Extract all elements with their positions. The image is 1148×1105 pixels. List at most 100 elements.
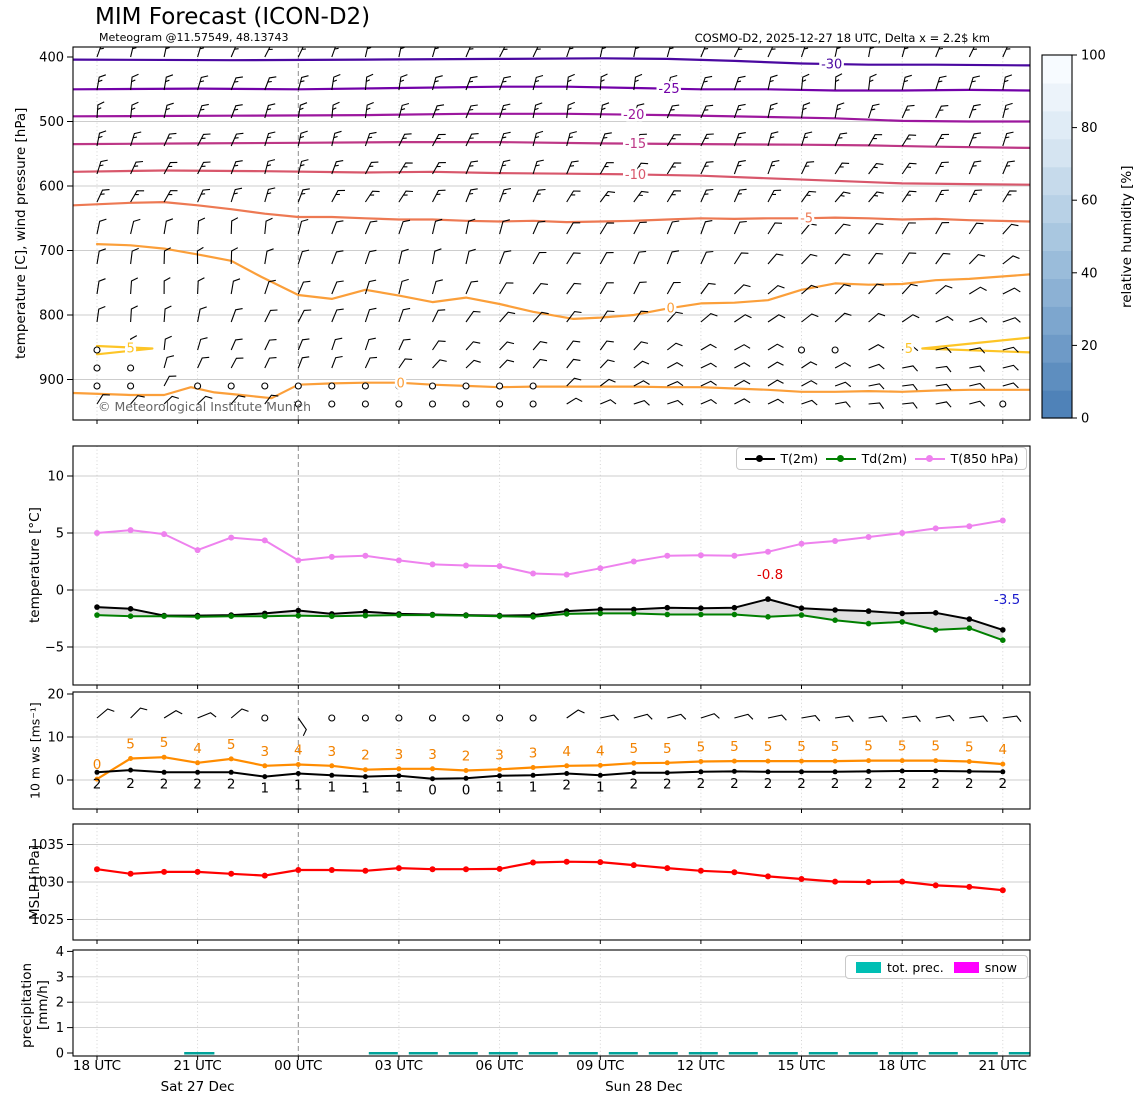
wind-barb-icon bbox=[398, 248, 409, 265]
wind-barb-icon bbox=[566, 340, 581, 351]
wind-speed-value-label: 2 bbox=[93, 776, 102, 792]
wind-barb-icon bbox=[935, 161, 949, 175]
wind-barb-icon bbox=[197, 712, 217, 719]
t850-marker bbox=[865, 534, 872, 540]
wind-barb-icon bbox=[264, 47, 273, 58]
wind-speed-value-label: 2 bbox=[864, 776, 873, 792]
wind-barb-icon bbox=[835, 715, 854, 722]
y-tick-label: 20 bbox=[47, 688, 64, 703]
wind-barb-icon bbox=[868, 252, 884, 265]
t850-line bbox=[96, 519, 1003, 576]
wind-barb-icon bbox=[364, 307, 377, 323]
wind-barb-icon bbox=[197, 337, 208, 351]
wind-barb-icon bbox=[935, 383, 952, 391]
contour-line bbox=[73, 112, 1030, 123]
wind-barb-icon bbox=[800, 73, 810, 91]
wind-barb-icon bbox=[868, 402, 885, 410]
wind-barb-icon bbox=[599, 162, 614, 175]
wind-barb-icon bbox=[969, 382, 986, 389]
wind-barb-icon bbox=[868, 343, 885, 351]
temperature-legend: T(2m) Td(2m) T(850 hPa) bbox=[736, 447, 1027, 470]
legend-entry-td2m: Td(2m) bbox=[825, 451, 907, 466]
wind-barb-icon bbox=[801, 399, 818, 406]
wind-barb-icon bbox=[264, 187, 276, 203]
wind-barb-icon bbox=[163, 102, 174, 119]
wind-barb-icon bbox=[968, 75, 981, 91]
wind-barb-icon bbox=[163, 161, 178, 175]
calm-wind-icon bbox=[93, 346, 101, 354]
wind-barb-icon bbox=[767, 102, 778, 119]
td2m-marker bbox=[966, 625, 973, 631]
wind-barb-icon bbox=[935, 365, 952, 373]
gust-marker bbox=[832, 758, 838, 764]
wind-barb-icon bbox=[364, 249, 377, 265]
wind-barb-icon bbox=[733, 75, 746, 91]
wind-barb-icon bbox=[801, 190, 817, 203]
wind-barb-icon bbox=[700, 161, 714, 175]
contour-line bbox=[73, 85, 1030, 92]
contour-label: -30 bbox=[821, 58, 842, 73]
wind-barb-icon bbox=[331, 280, 344, 295]
wind-barb-icon bbox=[868, 223, 884, 235]
mslp-marker bbox=[463, 866, 469, 873]
td2m-marker bbox=[899, 619, 905, 625]
wind-barb-icon bbox=[935, 47, 943, 58]
y-tick-label: −5 bbox=[45, 641, 64, 656]
contour-label: -15 bbox=[625, 137, 646, 152]
td2m-marker bbox=[832, 617, 838, 623]
td2m-marker bbox=[664, 611, 671, 618]
wind-barb-icon bbox=[969, 347, 986, 354]
wind-speed-marker bbox=[396, 773, 402, 779]
wind-speed-value-label: 2 bbox=[227, 776, 236, 792]
wind-barb-icon bbox=[197, 217, 206, 235]
wind-barb-icon bbox=[599, 132, 612, 147]
calm-wind-icon bbox=[462, 382, 470, 390]
wind-barb-icon bbox=[599, 359, 615, 369]
wind-barb-icon bbox=[733, 252, 749, 265]
t2m-marker bbox=[127, 606, 134, 612]
wind-barb-icon bbox=[163, 132, 177, 147]
gust-marker bbox=[530, 765, 536, 770]
wind-barb-icon bbox=[364, 337, 376, 351]
wind-barb-icon bbox=[868, 191, 884, 203]
wind-barb-icon bbox=[902, 345, 919, 352]
td2m-marker bbox=[463, 612, 469, 619]
gust-marker bbox=[866, 758, 872, 764]
wind-barb-icon bbox=[666, 162, 682, 175]
t850-marker bbox=[966, 523, 973, 530]
wind-barb-icon bbox=[834, 73, 843, 91]
contour-line bbox=[95, 344, 154, 356]
wind-barb-icon bbox=[935, 346, 952, 354]
wind-barb-icon bbox=[499, 219, 510, 235]
wind-barb-icon bbox=[700, 250, 714, 265]
temperature-y-axis-label: temperature [°C] bbox=[27, 507, 43, 624]
wind-speed-value-label: 2 bbox=[630, 777, 639, 793]
wind-barb-icon bbox=[968, 253, 986, 265]
t850-marker bbox=[798, 540, 805, 547]
wind-barb-icon bbox=[130, 190, 145, 203]
wind-barb-icon bbox=[130, 218, 141, 235]
wind-barb-icon bbox=[499, 188, 511, 203]
wind-speed-marker bbox=[295, 771, 301, 776]
gust-value-label: 5 bbox=[126, 737, 135, 753]
wind-barb-icon bbox=[130, 335, 138, 351]
wind-barb-icon bbox=[130, 395, 145, 405]
wind-speed-marker bbox=[832, 769, 838, 775]
wind-barb-icon bbox=[297, 47, 307, 58]
mslp-marker bbox=[563, 858, 570, 865]
wind-barb-icon bbox=[197, 161, 211, 175]
mslp-marker bbox=[496, 865, 503, 872]
tmax-annotation: -0.8 bbox=[756, 567, 784, 583]
snow-swatch bbox=[953, 961, 979, 973]
colorbar-band bbox=[1042, 222, 1072, 251]
td2m-marker bbox=[563, 611, 570, 617]
wind-barb-icon bbox=[1002, 317, 1021, 323]
wind-barb-icon bbox=[499, 282, 514, 295]
day-label: Sun 28 Dec bbox=[605, 1079, 683, 1095]
y-tick-label: 900 bbox=[39, 373, 64, 388]
wind-speed-marker bbox=[463, 775, 469, 781]
colorbar-band bbox=[1042, 278, 1072, 307]
wind-speed-value-label: 2 bbox=[797, 776, 806, 792]
mslp-marker bbox=[630, 862, 637, 869]
wind-barb-icon bbox=[969, 365, 986, 372]
